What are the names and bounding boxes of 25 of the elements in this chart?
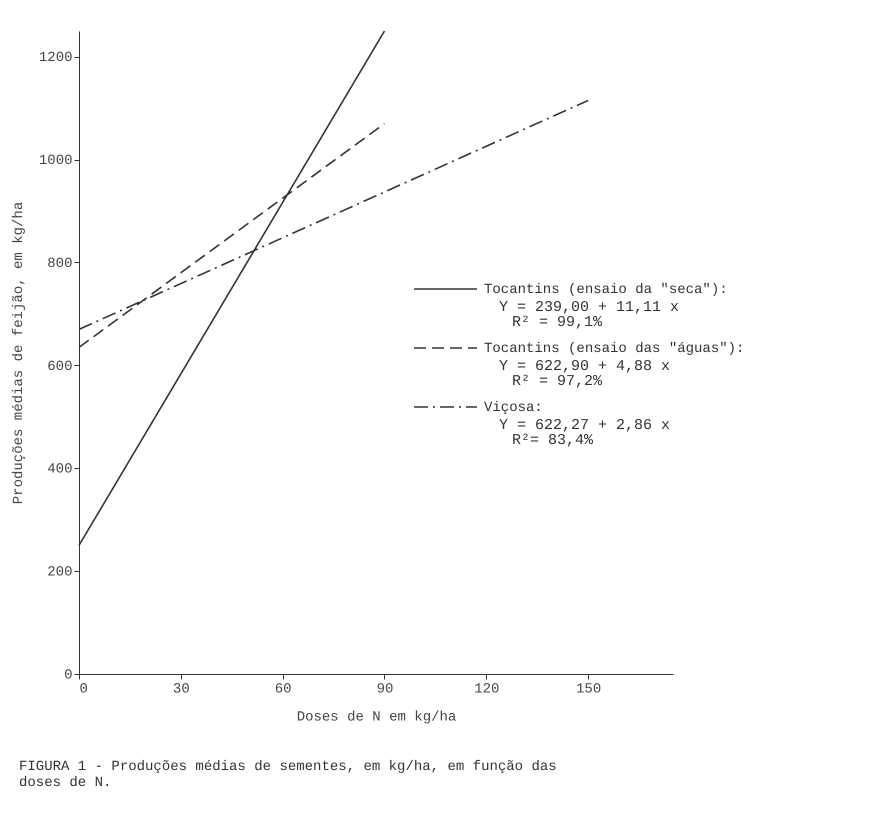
- y-axis-title: Produções médias de feijão, em kg/ha: [10, 202, 27, 504]
- x-tick-label: 90: [376, 682, 394, 698]
- annotation: Y = 622,90 + 4,88 x: [499, 358, 670, 375]
- x-tick-label: 120: [474, 682, 500, 698]
- y-tick-label: 1000: [38, 153, 72, 170]
- x-tick-label: 150: [576, 682, 602, 698]
- x-tick-label: 30: [172, 682, 190, 698]
- x-tick-label: 0: [80, 682, 88, 698]
- y-tick-label: 400: [47, 462, 72, 478]
- y-tick-label: 1200: [38, 50, 72, 66]
- y-tick-label: 200: [47, 564, 72, 581]
- legend-label: Viçosa:: [484, 400, 543, 416]
- y-tick-label: 800: [47, 256, 72, 272]
- annotation: R² = 97,2%: [512, 373, 604, 390]
- legend-label: Tocantins (ensaio das "águas"):: [484, 341, 744, 357]
- text: FIGURA 1 - Produções médias de sementes, em kg/ha, em função das doses de N.: [19, 759, 557, 791]
- annotation: Y = 239,00 + 11,11 x: [499, 299, 680, 316]
- x-axis-title: Doses de N em kg/ha: [296, 710, 456, 726]
- annotation: R² = 99,1%: [512, 314, 604, 331]
- annotation: Y = 622,27 + 2,86 x: [499, 417, 670, 434]
- y-tick-label: 0: [64, 668, 72, 684]
- legend-label: Tocantins (ensaio da "seca"):: [484, 282, 728, 298]
- y-tick-label: 600: [47, 358, 72, 375]
- x-tick-label: 60: [274, 682, 292, 698]
- annotation: R²= 83,4%: [512, 432, 594, 449]
